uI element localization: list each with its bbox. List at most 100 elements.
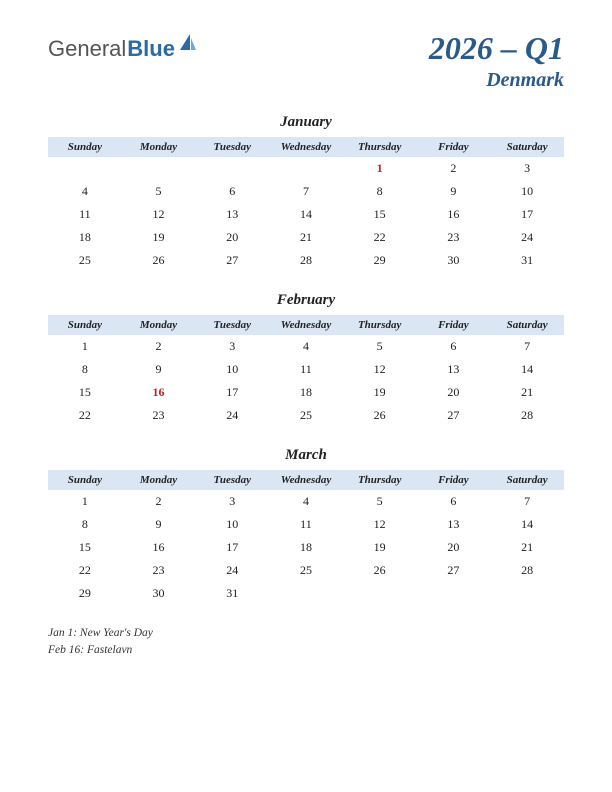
- calendar-table: SundayMondayTuesdayWednesdayThursdayFrid…: [48, 315, 564, 427]
- calendar-cell: 16: [122, 536, 196, 559]
- calendar-cell: 9: [122, 358, 196, 381]
- title-block: 2026 – Q1 Denmark: [429, 30, 564, 92]
- month-name: March: [48, 447, 564, 464]
- calendar-cell: 21: [269, 226, 343, 249]
- calendar-cell: 11: [48, 203, 122, 226]
- calendar-cell: 16: [417, 203, 491, 226]
- day-header: Sunday: [48, 137, 122, 157]
- calendar-cell: 21: [490, 381, 564, 404]
- day-header: Sunday: [48, 470, 122, 490]
- calendar-cell: 12: [343, 358, 417, 381]
- calendar-cell: 5: [343, 335, 417, 358]
- calendar-cell: 15: [343, 203, 417, 226]
- day-header: Thursday: [343, 470, 417, 490]
- calendar-cell: 14: [490, 513, 564, 536]
- day-header: Thursday: [343, 315, 417, 335]
- logo-text-general: General: [48, 36, 126, 62]
- day-header: Wednesday: [269, 137, 343, 157]
- calendar-row: 18192021222324: [48, 226, 564, 249]
- month-block: MarchSundayMondayTuesdayWednesdayThursda…: [48, 447, 564, 605]
- calendar-cell: 29: [48, 582, 122, 605]
- day-header: Monday: [122, 137, 196, 157]
- calendar-cell: 30: [417, 249, 491, 272]
- calendar-cell: 16: [122, 381, 196, 404]
- day-header: Thursday: [343, 137, 417, 157]
- calendar-cell: 4: [48, 180, 122, 203]
- calendar-cell: 13: [417, 513, 491, 536]
- calendar-cell: 20: [195, 226, 269, 249]
- calendar-cell: 9: [122, 513, 196, 536]
- calendar-cell: [269, 582, 343, 605]
- calendar-cell: 18: [269, 536, 343, 559]
- calendar-cell: 21: [490, 536, 564, 559]
- calendar-cell: 12: [122, 203, 196, 226]
- country-title: Denmark: [429, 69, 564, 92]
- calendar-row: 891011121314: [48, 513, 564, 536]
- calendar-cell: 24: [490, 226, 564, 249]
- calendar-cell: 30: [122, 582, 196, 605]
- calendar-cell: 4: [269, 490, 343, 513]
- day-header: Tuesday: [195, 315, 269, 335]
- holiday-entry: Jan 1: New Year's Day: [48, 625, 564, 642]
- calendar-row: 45678910: [48, 180, 564, 203]
- calendar-cell: 19: [343, 536, 417, 559]
- calendar-cell: 24: [195, 404, 269, 427]
- calendar-cell: 3: [490, 157, 564, 180]
- calendar-row: 1234567: [48, 490, 564, 513]
- calendar-cell: 8: [48, 358, 122, 381]
- calendar-cell: 1: [343, 157, 417, 180]
- calendar-cell: 26: [343, 404, 417, 427]
- calendar-cell: 17: [490, 203, 564, 226]
- calendar-cell: 23: [122, 404, 196, 427]
- calendar-row: 25262728293031: [48, 249, 564, 272]
- calendar-cell: [490, 582, 564, 605]
- calendar-cell: 6: [417, 490, 491, 513]
- calendar-cell: 2: [122, 490, 196, 513]
- calendar-cell: [195, 157, 269, 180]
- calendar-cell: 12: [343, 513, 417, 536]
- month-name: February: [48, 292, 564, 309]
- calendar-row: 15161718192021: [48, 536, 564, 559]
- calendar-cell: 10: [195, 358, 269, 381]
- calendar-cell: 1: [48, 490, 122, 513]
- calendar-cell: 27: [195, 249, 269, 272]
- calendar-cell: 3: [195, 490, 269, 513]
- calendar-cell: 11: [269, 358, 343, 381]
- calendar-cell: 8: [48, 513, 122, 536]
- day-header: Saturday: [490, 315, 564, 335]
- day-header: Wednesday: [269, 470, 343, 490]
- header: General Blue 2026 – Q1 Denmark: [48, 30, 564, 92]
- day-header: Saturday: [490, 470, 564, 490]
- calendar-cell: 6: [195, 180, 269, 203]
- day-header: Wednesday: [269, 315, 343, 335]
- calendar-cell: 2: [417, 157, 491, 180]
- calendar-cell: 22: [48, 559, 122, 582]
- holidays-list: Jan 1: New Year's DayFeb 16: Fastelavn: [48, 625, 564, 660]
- day-header: Friday: [417, 470, 491, 490]
- calendar-cell: 29: [343, 249, 417, 272]
- calendar-cell: 14: [269, 203, 343, 226]
- month-block: JanuarySundayMondayTuesdayWednesdayThurs…: [48, 114, 564, 272]
- calendar-cell: 7: [490, 335, 564, 358]
- calendar-cell: 28: [490, 559, 564, 582]
- holiday-entry: Feb 16: Fastelavn: [48, 642, 564, 659]
- calendar-row: 891011121314: [48, 358, 564, 381]
- calendar-cell: 7: [490, 490, 564, 513]
- calendar-cell: 19: [122, 226, 196, 249]
- month-name: January: [48, 114, 564, 131]
- calendar-cell: [48, 157, 122, 180]
- calendar-cell: 25: [48, 249, 122, 272]
- calendar-cell: 22: [48, 404, 122, 427]
- day-header: Monday: [122, 470, 196, 490]
- day-header: Saturday: [490, 137, 564, 157]
- calendar-cell: 13: [195, 203, 269, 226]
- calendar-cell: 6: [417, 335, 491, 358]
- calendar-cell: 18: [269, 381, 343, 404]
- calendar-row: 293031: [48, 582, 564, 605]
- calendar-cell: 9: [417, 180, 491, 203]
- calendar-cell: 20: [417, 381, 491, 404]
- calendar-cell: [343, 582, 417, 605]
- calendar-cell: 19: [343, 381, 417, 404]
- calendar-cell: [417, 582, 491, 605]
- calendar-cell: 13: [417, 358, 491, 381]
